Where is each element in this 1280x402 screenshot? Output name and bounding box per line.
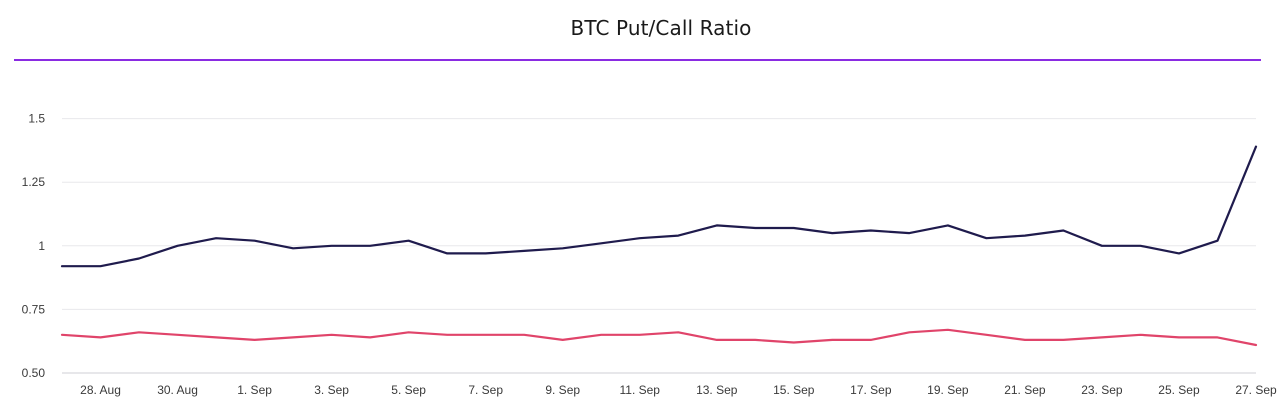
x-tick-label: 27. Sep — [1235, 383, 1277, 397]
x-tick-label: 9. Sep — [545, 383, 580, 397]
x-tick-label: 3. Sep — [314, 383, 349, 397]
x-tick-label: 19. Sep — [927, 383, 969, 397]
title-divider — [14, 59, 1261, 61]
x-tick-label: 23. Sep — [1081, 383, 1123, 397]
x-tick-label: 5. Sep — [391, 383, 426, 397]
x-tick-label: 25. Sep — [1158, 383, 1200, 397]
x-tick-label: 1. Sep — [237, 383, 272, 397]
series-line-2 — [60, 328, 1258, 347]
x-tick-label: 15. Sep — [773, 383, 815, 397]
x-tick-label: 30. Aug — [157, 383, 198, 397]
x-tick-label: 13. Sep — [696, 383, 738, 397]
x-tick-label: 28. Aug — [80, 383, 121, 397]
y-tick-label: 1.5 — [28, 112, 45, 126]
y-tick-label: 0.75 — [22, 302, 46, 316]
x-tick-label: 11. Sep — [619, 383, 660, 397]
y-tick-label: 1 — [38, 239, 45, 253]
y-tick-label: 0.50 — [22, 366, 46, 380]
x-tick-label: 17. Sep — [850, 383, 892, 397]
y-tick-label: 1.25 — [22, 175, 46, 189]
chart-title: BTC Put/Call Ratio — [570, 16, 752, 40]
x-tick-label: 21. Sep — [1004, 383, 1046, 397]
series-line-1 — [60, 145, 1258, 268]
x-tick-label: 7. Sep — [468, 383, 503, 397]
